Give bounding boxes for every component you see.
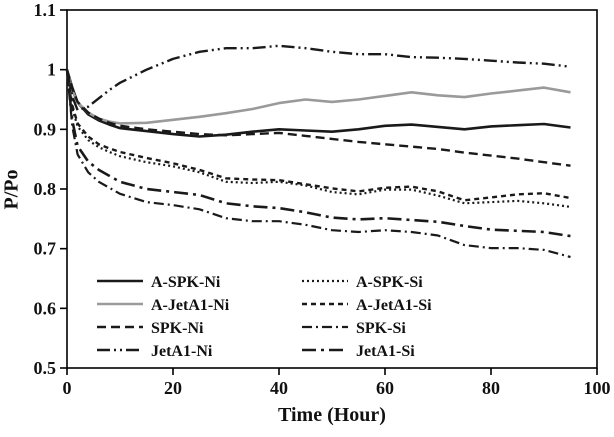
series-line-A-SPK-Si xyxy=(65,69,571,208)
x-tick-label: 80 xyxy=(482,378,500,398)
series-line-JetA1-Si xyxy=(65,69,571,238)
legend-label-A-SPK-Ni: A-SPK-Ni xyxy=(151,274,221,291)
legend-label-SPK-Si: SPK-Si xyxy=(356,320,406,337)
legend-label-A-SPK-Si: A-SPK-Si xyxy=(356,274,423,291)
legend-label-SPK-Ni: SPK-Ni xyxy=(151,320,204,337)
x-tick-label: 60 xyxy=(376,378,394,398)
y-tick-label: 0.6 xyxy=(34,298,57,318)
x-tick-label: 40 xyxy=(270,378,288,398)
x-axis-title: Time (Hour) xyxy=(278,404,386,426)
series-line-SPK-Si xyxy=(65,69,571,259)
y-axis-title: P/Po xyxy=(0,169,23,210)
series-line-A-JetA1-Ni xyxy=(65,69,571,125)
y-tick-label: 0.9 xyxy=(34,119,57,139)
y-tick-label: 0.5 xyxy=(34,358,57,378)
legend-label-A-JetA1-Si: A-JetA1-Si xyxy=(356,297,432,314)
legend-label-JetA1-Ni: JetA1-Ni xyxy=(151,343,213,360)
series-line-SPK-Ni xyxy=(65,69,571,167)
legend-label-JetA1-Si: JetA1-Si xyxy=(356,343,415,360)
x-tick-label: 20 xyxy=(164,378,182,398)
y-tick-label: 0.8 xyxy=(34,179,57,199)
legend-label-A-JetA1-Ni: A-JetA1-Ni xyxy=(151,297,230,314)
series-line-A-JetA1-Si xyxy=(65,69,571,202)
x-tick-label: 100 xyxy=(584,378,611,398)
y-tick-label: 0.7 xyxy=(34,239,57,259)
y-tick-label: 1.1 xyxy=(34,0,57,20)
y-tick-label: 1 xyxy=(47,60,56,80)
series-line-JetA1-Ni xyxy=(65,44,571,112)
x-tick-label: 0 xyxy=(63,378,72,398)
series-line-A-SPK-Ni xyxy=(65,69,571,138)
